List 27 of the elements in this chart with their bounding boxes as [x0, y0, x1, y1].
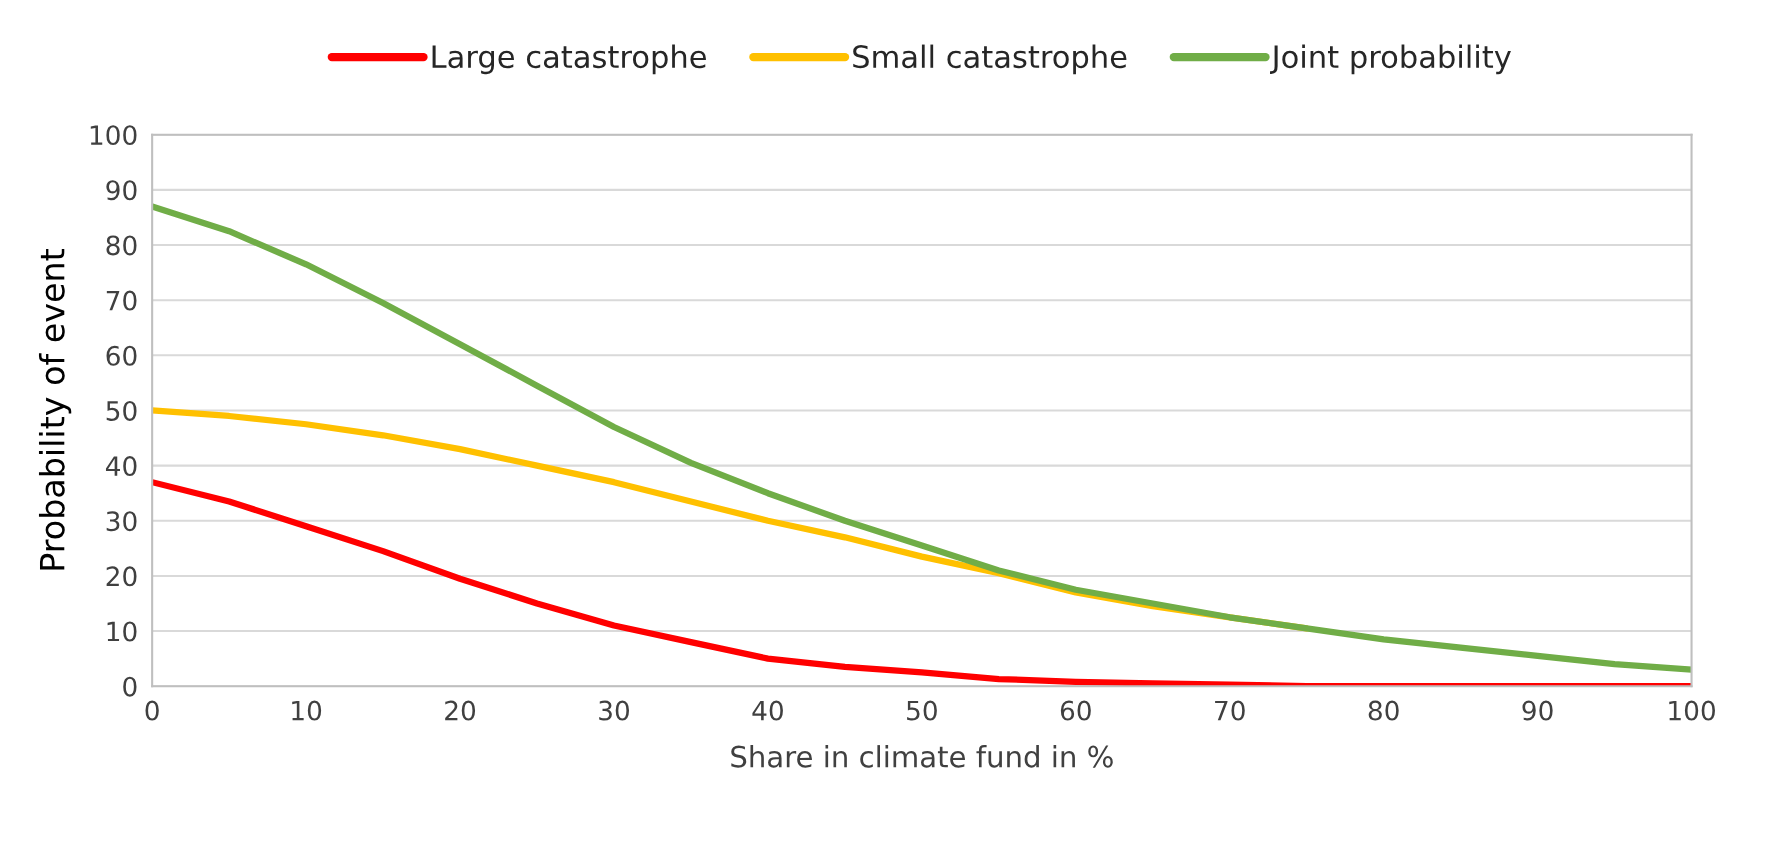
x-tick-label: 0 — [145, 700, 159, 721]
x-tick-label: 80 — [1368, 700, 1399, 721]
y-tick-label: 20 — [106, 566, 137, 587]
x-axis-title: Share in climate fund in % — [731, 745, 1113, 768]
y-tick-label: 80 — [106, 235, 137, 256]
x-tick-label: 10 — [292, 700, 322, 721]
y-tick-label: 60 — [106, 345, 137, 366]
x-tick-label: 30 — [599, 700, 630, 721]
legend-label: Joint probability — [1270, 44, 1511, 75]
x-tick-label: 90 — [1522, 700, 1553, 721]
y-tick-label: 90 — [106, 180, 137, 201]
y-tick-label: 10 — [107, 621, 137, 642]
x-tick-label: 40 — [752, 700, 783, 721]
x-tick-label: 50 — [907, 700, 937, 721]
y-tick-label: 70 — [106, 290, 137, 311]
y-tick-label: 0 — [123, 676, 137, 697]
x-tick-label: 60 — [1060, 700, 1091, 721]
legend-label: Small catastrophe — [853, 44, 1127, 75]
x-tick-label: 70 — [1215, 700, 1245, 721]
legend-label: Large catastrophe — [432, 44, 706, 75]
x-tick-label: 20 — [445, 700, 476, 721]
y-tick-label: 50 — [106, 400, 137, 421]
y-axis-title: Probability of event — [38, 249, 72, 570]
x-tick-label: 100 — [1669, 700, 1715, 721]
y-tick-label: 100 — [90, 125, 137, 146]
y-tick-label: 40 — [105, 456, 137, 477]
y-tick-label: 30 — [106, 511, 137, 532]
